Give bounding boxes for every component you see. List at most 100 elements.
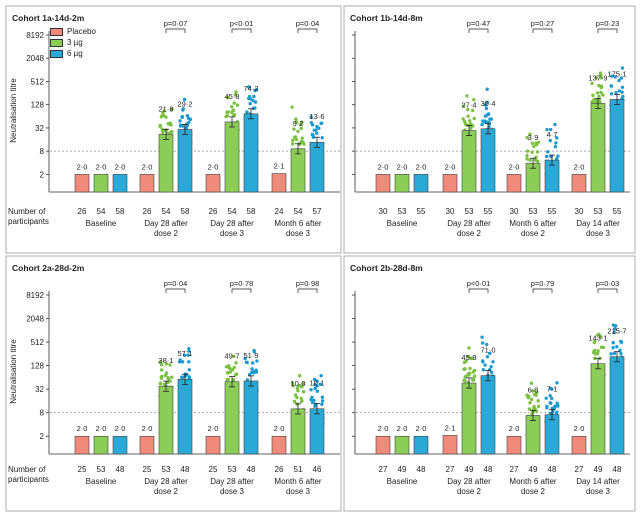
panel-3-dot-3ug <box>165 380 170 385</box>
legend-item-placebo: Placebo <box>50 26 96 37</box>
panel-3-dot-3ug <box>234 372 239 376</box>
panel-3-dot-3ug <box>164 362 169 366</box>
panel-1-p-bracket <box>297 28 318 33</box>
panel-3-gmt-label-3ug: 2·0 <box>96 424 107 433</box>
panel-4-n-value-3ug: 49 <box>594 465 603 474</box>
panel-1-y-tick-label: 512 <box>31 77 45 86</box>
panel-3-n-value-6ug: 48 <box>116 465 125 474</box>
panel-4-dot-3ug <box>596 349 600 353</box>
panel-2-n-value-6ug: 55 <box>548 207 557 216</box>
panel-2-dot-6ug <box>486 112 491 116</box>
panel-2-dot-3ug <box>530 141 534 145</box>
panel-4-dot-3ug <box>599 334 603 339</box>
panel-1-dot-3ug <box>232 113 236 118</box>
panel-3-dot-3ug <box>160 374 164 379</box>
panel-4-dot-3ug <box>601 345 606 350</box>
panel-2-dot-6ug <box>617 78 621 83</box>
panel-4-gmt-label-6ug: 7·1 <box>547 385 558 394</box>
panel-1-dot-6ug <box>180 114 184 119</box>
legend-label-3ug: 3 µg <box>67 38 83 47</box>
panel-3-dot-6ug <box>178 358 182 362</box>
panel-1-gmt-label-3ug: 2·0 <box>96 162 107 171</box>
panel-3-y-tick-label: 8 <box>40 409 45 418</box>
panel-3-bar-3ug <box>158 385 174 455</box>
panel-4-dot-6ug <box>480 341 485 345</box>
panel-2-dot-3ug <box>469 126 473 130</box>
panel-4-gmt-label-placebo: 2·0 <box>574 424 585 433</box>
panel-3-dot-6ug <box>318 382 323 386</box>
panel-3-dot-3ug <box>163 373 168 378</box>
panel-3-dot-3ug <box>297 384 301 388</box>
panel-3-dot-3ug <box>299 399 304 404</box>
panel-3-dot-6ug <box>187 349 191 353</box>
panel-3-dot-3ug <box>301 382 305 386</box>
panel-2-dot-3ug <box>461 104 466 108</box>
panel-2-n-value-placebo: 30 <box>379 207 388 216</box>
panel-4-gmt-label-placebo: 2·0 <box>378 424 389 433</box>
panel-2-dot-6ug <box>480 122 484 127</box>
panel-2-dot-3ug <box>597 83 601 88</box>
panel-2-gmt-label-3ug: 137·9 <box>588 73 607 82</box>
panel-2-n-value-3ug: 53 <box>529 207 538 216</box>
panel-1-dot-3ug <box>225 110 229 114</box>
panel-4-bar-6ug <box>609 356 625 455</box>
panel-2-dot-3ug <box>599 76 604 80</box>
panel-3-group-label: Day 28 after <box>210 477 254 486</box>
panel-3-bar-3ug <box>93 435 109 455</box>
panel-1-dot-3ug <box>164 115 168 119</box>
panel-3-group-label: Month 6 after <box>274 477 321 486</box>
panel-4-bar-3ug <box>394 435 410 455</box>
panel-4-dot-6ug <box>555 410 559 414</box>
panel-1-dot-3ug <box>292 127 296 131</box>
panel-1-dot-6ug <box>251 98 255 103</box>
panel-1-n-value-6ug: 58 <box>247 207 256 216</box>
panel-3-dot-3ug <box>160 368 164 372</box>
panel-2-gmt-label-placebo: 2·0 <box>445 162 456 171</box>
panel-2-group-label: Month 6 after <box>509 219 556 228</box>
panel-4-bar-6ug <box>413 435 429 455</box>
panel-1-p-value: p=0·07 <box>164 19 188 28</box>
panel-1-bar-placebo <box>74 174 90 193</box>
panel-2-dot-3ug <box>536 140 541 144</box>
panel-1-n-value-placebo: 26 <box>143 207 152 216</box>
panel-1-bar-3ug <box>224 121 240 193</box>
panel-3-frame <box>5 255 342 512</box>
panel-3-dot-3ug <box>234 361 238 365</box>
panel-1-dot-6ug <box>248 101 252 106</box>
panel-2-group-label: dose 2 <box>457 229 482 238</box>
panel-2-dot-6ug <box>483 114 488 118</box>
panel-1-gmt-label-6ug: 13·6 <box>309 112 324 121</box>
panel-1-n-value-6ug: 58 <box>116 207 125 216</box>
panel-1-gmt-label-3ug: 9·2 <box>293 119 304 128</box>
panel-2-dot-3ug <box>471 124 475 128</box>
panel-1-dot-6ug <box>188 117 193 121</box>
panel-2-gmt-label-3ug: 3·9 <box>528 133 539 142</box>
panel-3-n-label-line2: participants <box>8 475 49 484</box>
panel-2-dot-3ug <box>468 119 472 123</box>
panel-1-dot-6ug <box>319 121 324 125</box>
legend: Placebo 3 µg 6 µg <box>50 26 96 59</box>
panel-3-dot-6ug <box>182 353 187 358</box>
panel-3-dot-6ug <box>320 395 325 399</box>
panel-3-bar-6ug <box>177 379 193 455</box>
panel-4-dot-3ug <box>536 399 540 403</box>
panel-3-dot-3ug <box>225 371 230 375</box>
panel-2-dot-6ug <box>556 154 560 158</box>
panel-1-dot-3ug <box>168 130 173 135</box>
panel-3-n-value-6ug: 48 <box>181 465 190 474</box>
panel-2-bar-6ug <box>413 174 429 193</box>
panel-2-dot-6ug <box>609 84 614 88</box>
panel-4-n-value-placebo: 27 <box>379 465 388 474</box>
panel-1-p-bracket <box>165 28 186 33</box>
panel-2-n-value-6ug: 55 <box>417 207 426 216</box>
panel-2-n-value-3ug: 53 <box>465 207 474 216</box>
panel-4-dot-3ug <box>536 404 541 409</box>
panel-4-gmt-label-3ug: 143·1 <box>588 334 607 343</box>
panel-2-dot-6ug <box>613 75 617 79</box>
panel-1-dot-6ug <box>185 113 190 118</box>
panel-2-gmt-label-3ug: 2·0 <box>397 162 408 171</box>
panel-4-dot-6ug <box>480 335 484 339</box>
panel-4-title: Cohort 2b-28d-8m <box>350 263 423 273</box>
panel-3-dot-6ug <box>252 350 257 354</box>
panel-4-gmt-label-3ug: 45·9 <box>461 353 476 362</box>
